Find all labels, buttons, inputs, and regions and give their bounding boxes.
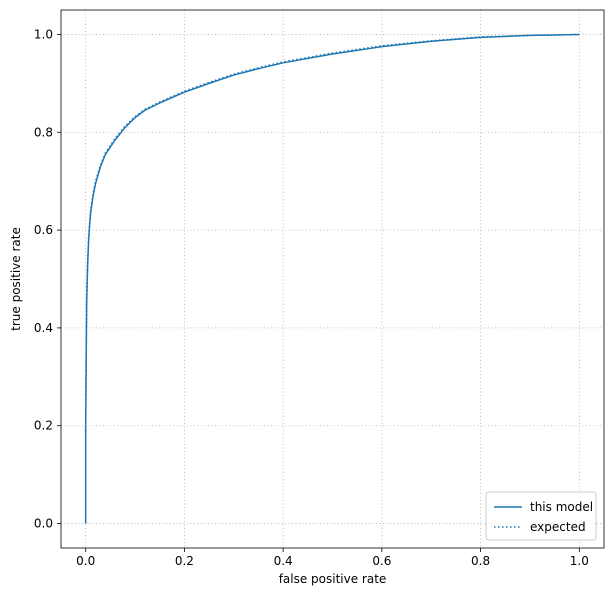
y-tick-label: 0.8 xyxy=(34,125,53,139)
x-tick-label: 0.0 xyxy=(76,554,95,568)
y-axis: 0.0 0.2 0.4 0.6 0.8 1.0 xyxy=(34,27,61,531)
x-tick-label: 0.6 xyxy=(372,554,391,568)
y-axis-label: true positive rate xyxy=(9,227,23,331)
y-tick-label: 0.2 xyxy=(34,419,53,433)
y-tick-label: 0.6 xyxy=(34,223,53,237)
x-tick-label: 1.0 xyxy=(570,554,589,568)
x-axis-label: false positive rate xyxy=(279,572,387,586)
legend-label-this-model: this model xyxy=(530,500,593,514)
x-tick-label: 0.2 xyxy=(175,554,194,568)
x-tick-label: 0.8 xyxy=(471,554,490,568)
legend: this model expected xyxy=(485,491,597,541)
legend-label-expected: expected xyxy=(530,520,586,534)
y-tick-label: 0.4 xyxy=(34,321,53,335)
series-layer xyxy=(84,33,580,524)
legend-box xyxy=(485,491,597,541)
plot-frame xyxy=(60,9,605,549)
series-line-this-model xyxy=(84,33,580,524)
x-axis: 0.0 0.2 0.4 0.6 0.8 1.0 xyxy=(76,548,589,568)
series-line-expected xyxy=(84,33,580,524)
y-tick-label: 0.0 xyxy=(34,517,53,531)
y-tick-label: 1.0 xyxy=(34,27,53,41)
x-tick-label: 0.4 xyxy=(274,554,293,568)
